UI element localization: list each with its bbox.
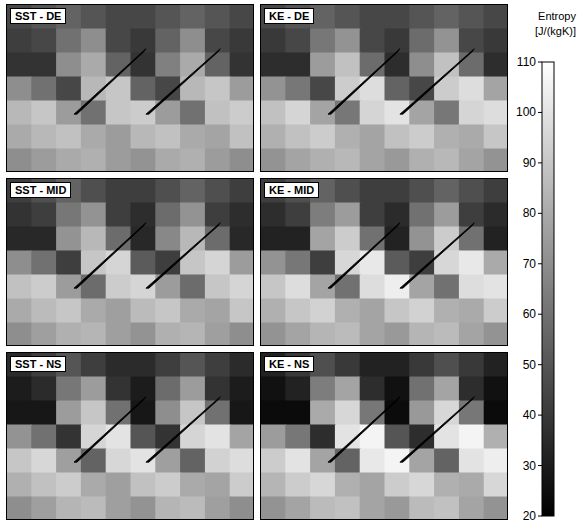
svg-text:80: 80	[523, 206, 537, 220]
svg-text:30: 30	[523, 459, 537, 473]
svg-text:90: 90	[523, 156, 537, 170]
svg-text:50: 50	[523, 358, 537, 372]
svg-text:Entropy: Entropy	[538, 10, 576, 22]
html-text:KE - DE: KE - DE	[269, 10, 310, 22]
svg-text:70: 70	[523, 257, 537, 271]
svg-text:110: 110	[517, 55, 536, 69]
html-text:SST - NS: SST - NS	[15, 358, 62, 370]
html-text:SST - DE: SST - DE	[15, 10, 62, 22]
svg-text:40: 40	[523, 408, 537, 422]
svg-text:20: 20	[523, 509, 537, 523]
svg-text:60: 60	[523, 307, 537, 321]
svg-text:[J/(kgK)]: [J/(kgK)]	[535, 25, 576, 37]
svg-text:100: 100	[516, 105, 536, 119]
html-text:KE - MID: KE - MID	[269, 184, 315, 196]
html-text:KE - NS: KE - NS	[269, 358, 310, 370]
html-text:SST - MID: SST - MID	[15, 184, 67, 196]
